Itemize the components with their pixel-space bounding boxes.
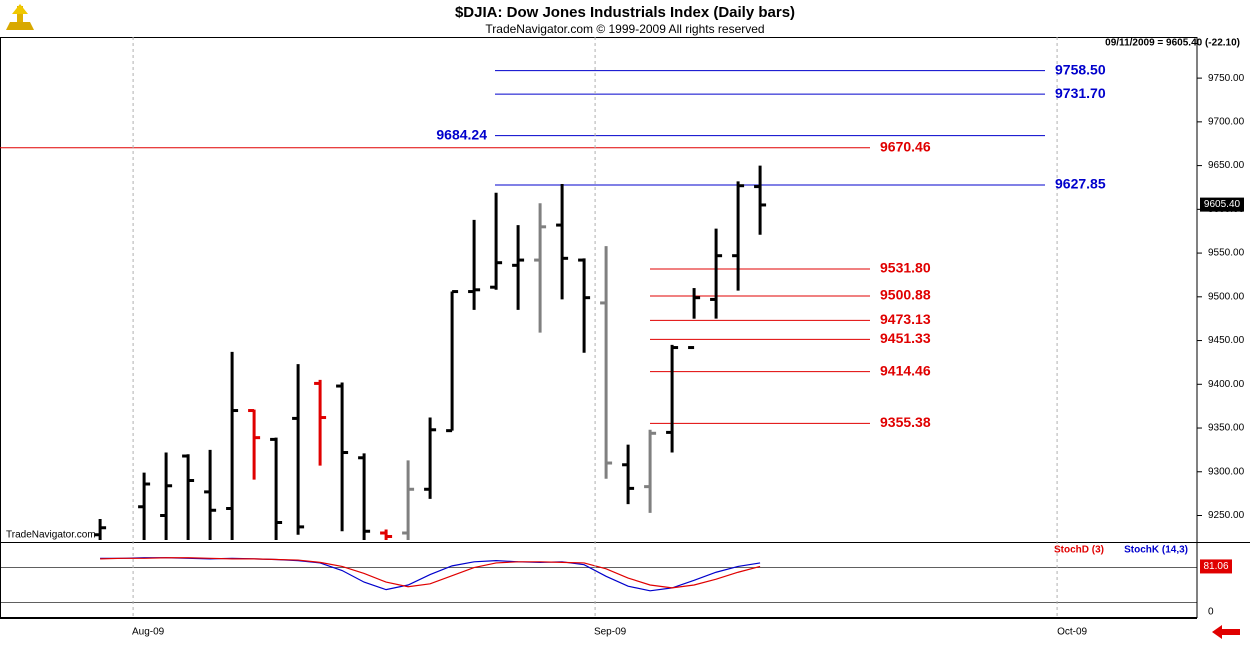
ohlc-bar xyxy=(578,258,591,353)
y-tick-label: 9450.00 xyxy=(1208,335,1245,346)
stoch-line xyxy=(100,557,761,589)
y-tick-label: 9400.00 xyxy=(1208,379,1245,390)
ohlc-bar xyxy=(600,246,613,479)
ohlc-bar xyxy=(138,472,151,540)
level-label: 9627.85 xyxy=(1055,176,1106,192)
scroll-arrow[interactable] xyxy=(1212,625,1240,639)
y-tick-label: 9650.00 xyxy=(1208,160,1245,171)
ohlc-bar xyxy=(160,452,173,540)
chart-subtitle: TradeNavigator.com © 1999-2009 All right… xyxy=(485,22,764,36)
ohlc-bar xyxy=(204,449,217,540)
level-label: 9731.70 xyxy=(1055,85,1106,101)
ohlc-bar xyxy=(270,437,283,540)
ohlc-bar xyxy=(622,444,635,505)
stoch-value-label: 81.06 xyxy=(1203,561,1228,572)
stoch-value-box xyxy=(1200,559,1232,574)
ohlc-bar xyxy=(468,219,481,310)
level-label: 9414.46 xyxy=(880,362,931,378)
ohlc-bar xyxy=(380,529,393,540)
y-tick-label: 9700.00 xyxy=(1208,116,1245,127)
ohlc-bar xyxy=(666,344,679,453)
level-label: 9451.33 xyxy=(880,330,931,346)
logo-icon xyxy=(6,4,34,30)
level-label: 9758.50 xyxy=(1055,61,1106,77)
ohlc-bar xyxy=(182,454,195,540)
ohlc-bar xyxy=(556,183,569,300)
last-price-box xyxy=(1200,197,1244,212)
level-label: 9531.80 xyxy=(880,260,931,276)
y-tick-label: 9550.00 xyxy=(1208,248,1245,259)
y-tick-label: 9250.00 xyxy=(1208,510,1245,521)
plot-frame xyxy=(0,37,1198,618)
y2-tick-label: 0 xyxy=(1208,607,1214,618)
level-label: 9684.24 xyxy=(436,126,487,142)
ohlc-bar xyxy=(512,225,525,310)
legend-label: StochD (3) xyxy=(1054,545,1104,556)
ohlc-bar xyxy=(688,288,701,350)
level-label: 9670.46 xyxy=(880,138,931,154)
watermark: TradeNavigator.com xyxy=(6,530,96,541)
price-panel xyxy=(0,70,1045,540)
ohlc-bar xyxy=(754,165,767,235)
x-tick-label: Aug-09 xyxy=(132,627,165,638)
ohlc-bar xyxy=(534,203,547,333)
last-price-label: 9605.40 xyxy=(1204,199,1241,210)
ohlc-bar xyxy=(732,181,745,291)
ohlc-bar xyxy=(446,290,459,433)
ohlc-bar xyxy=(358,453,371,540)
price-info: 09/11/2009 = 9605.40 (-22.10) xyxy=(1105,38,1240,49)
y-tick-label: 9350.00 xyxy=(1208,423,1245,434)
ohlc-bar xyxy=(226,351,239,540)
y-tick-label: 9500.00 xyxy=(1208,291,1245,302)
ohlc-bar xyxy=(424,417,437,499)
level-label: 9473.13 xyxy=(880,311,931,327)
stoch-panel xyxy=(0,557,1197,603)
chart-title: $DJIA: Dow Jones Industrials Index (Dail… xyxy=(455,4,795,21)
ohlc-bar xyxy=(292,364,305,535)
ohlc-bar xyxy=(490,192,503,290)
y-tick-label: 9300.00 xyxy=(1208,466,1245,477)
x-tick-label: Sep-09 xyxy=(594,627,627,638)
ohlc-bar xyxy=(710,228,723,319)
ohlc-bar xyxy=(402,460,415,540)
level-label: 9500.88 xyxy=(880,287,931,303)
ohlc-bar xyxy=(248,409,261,480)
x-tick-label: Oct-09 xyxy=(1057,627,1087,638)
ohlc-bar xyxy=(94,519,107,540)
ohlc-bar xyxy=(336,382,349,532)
legend-label: StochK (14,3) xyxy=(1124,545,1188,556)
level-label: 9355.38 xyxy=(880,414,931,430)
ohlc-bar xyxy=(644,429,657,513)
ohlc-bar xyxy=(314,379,327,466)
y-tick-label: 9750.00 xyxy=(1208,73,1245,84)
